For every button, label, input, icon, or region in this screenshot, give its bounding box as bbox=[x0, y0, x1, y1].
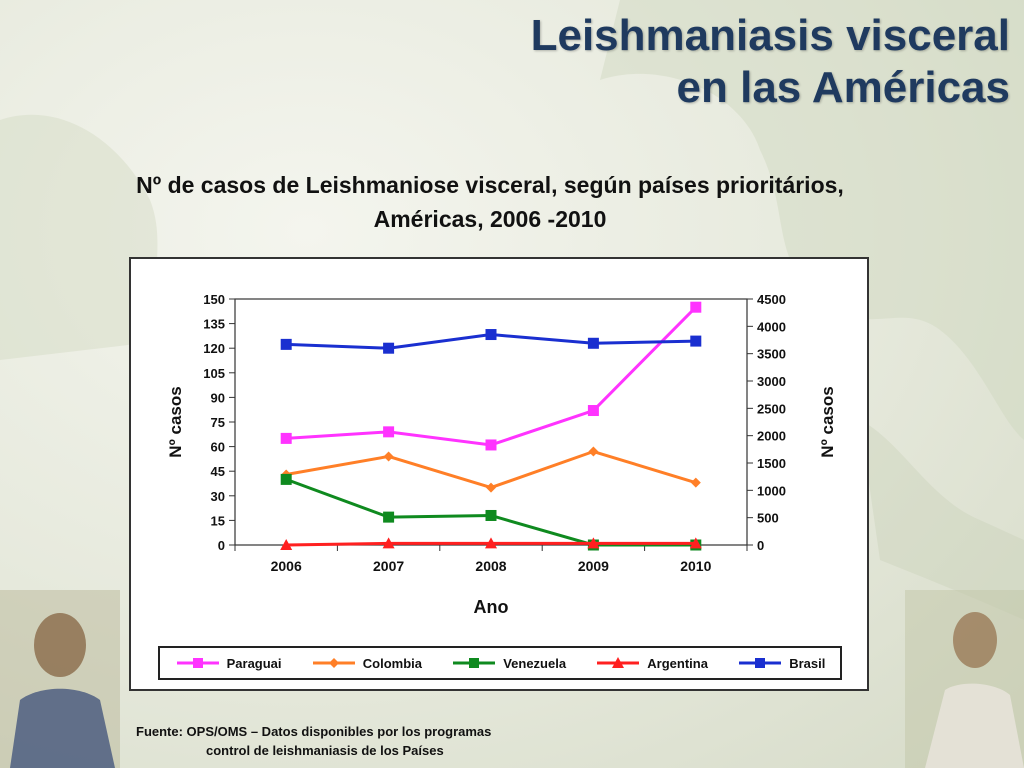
data-point-venezuela bbox=[383, 511, 395, 523]
y-right-tick-label: 3500 bbox=[757, 347, 786, 362]
legend-swatch-colombia bbox=[312, 658, 355, 668]
x-axis-title: Ano bbox=[474, 597, 509, 617]
y-right-axis-title: Nº casos bbox=[818, 386, 837, 457]
y-right-tick-label: 4500 bbox=[757, 292, 786, 307]
child-photo-left bbox=[0, 590, 120, 768]
legend-label-venezuela: Venezuela bbox=[503, 655, 567, 671]
y-right-tick-label: 4000 bbox=[757, 319, 786, 334]
y-left-tick-label: 0 bbox=[218, 538, 225, 553]
y-right-tick-label: 1000 bbox=[757, 483, 786, 498]
data-point-colombia bbox=[690, 477, 701, 488]
slide-title: Leishmaniasis visceral en las Américas bbox=[531, 10, 1010, 114]
slide-title-line2: en las Américas bbox=[676, 63, 1010, 112]
data-point-brasil bbox=[485, 329, 497, 341]
data-point-argentina bbox=[382, 537, 395, 549]
y-left-tick-label: 30 bbox=[211, 489, 225, 504]
y-right-tick-label: 1500 bbox=[757, 456, 786, 471]
chart-legend: Paraguai Colombia Venezuela Argentina Brasil bbox=[158, 646, 842, 680]
y-left-tick-label: 120 bbox=[203, 341, 225, 356]
y-left-tick-label: 105 bbox=[203, 366, 225, 381]
data-point-argentina bbox=[689, 537, 702, 549]
y-left-tick-label: 90 bbox=[211, 390, 225, 405]
y-left-tick-label: 45 bbox=[211, 464, 225, 479]
x-tick-label: 2009 bbox=[578, 558, 609, 574]
source-line1: Fuente: OPS/OMS – Datos disponibles por … bbox=[136, 724, 492, 739]
chart-heading: Nº de casos de Leishmaniose visceral, se… bbox=[20, 168, 960, 236]
data-point-paraguai bbox=[587, 405, 599, 417]
x-tick-label: 2006 bbox=[271, 558, 302, 574]
series-line-paraguai bbox=[286, 306, 697, 447]
x-tick-label: 2007 bbox=[373, 558, 404, 574]
data-point-paraguai bbox=[485, 439, 497, 451]
data-point-argentina bbox=[587, 537, 600, 549]
x-tick-label: 2010 bbox=[680, 558, 711, 574]
legend-label-argentina: Argentina bbox=[647, 655, 708, 671]
data-point-brasil bbox=[690, 335, 702, 347]
legend-item-brasil: Brasil bbox=[737, 656, 825, 671]
y-left-axis-title: Nº casos bbox=[166, 386, 185, 457]
y-left-tick-label: 150 bbox=[203, 292, 225, 307]
legend-label-colombia: Colombia bbox=[362, 655, 422, 671]
data-point-brasil bbox=[383, 342, 395, 354]
data-point-argentina bbox=[280, 539, 293, 550]
data-point-brasil bbox=[280, 338, 292, 350]
slide-title-line1: Leishmaniasis visceral bbox=[530, 11, 1010, 60]
chart-heading-line2: Américas, 2006 -2010 bbox=[373, 206, 607, 232]
chart-frame: 0 15 30 45 60 75 90 105 120 135 150 0 500 1000 1500 200… bbox=[129, 257, 869, 691]
data-point-colombia bbox=[486, 482, 496, 493]
data-point-colombia bbox=[588, 446, 599, 457]
series-line-colombia bbox=[285, 449, 697, 490]
y-right-tick-label: 2500 bbox=[757, 401, 786, 416]
data-point-venezuela bbox=[280, 473, 292, 485]
data-point-colombia bbox=[383, 451, 394, 462]
y-right-tick-label: 500 bbox=[757, 511, 779, 526]
data-point-argentina bbox=[485, 537, 497, 549]
y-right-tick-label: 2000 bbox=[757, 429, 786, 444]
source-line2: control de leishmaniasis de los Países bbox=[206, 743, 444, 758]
data-point-paraguai bbox=[690, 301, 702, 313]
child-photo-right bbox=[905, 590, 1024, 768]
y-left-tick-label: 75 bbox=[211, 415, 225, 430]
y-right-tick-label: 0 bbox=[757, 538, 764, 553]
legend-swatch-venezuela bbox=[453, 658, 496, 668]
x-tick-label: 2008 bbox=[475, 558, 506, 574]
y-right-tick-label: 3000 bbox=[757, 374, 786, 389]
legend-label-brasil: Brasil bbox=[789, 655, 826, 671]
y-left-tick-label: 15 bbox=[211, 513, 225, 528]
data-point-venezuela bbox=[485, 509, 497, 521]
y-left-tick-label: 135 bbox=[203, 317, 225, 332]
legend-label-paraguai: Paraguai bbox=[226, 655, 282, 671]
legend-item-argentina: Argentina bbox=[595, 656, 708, 671]
legend-swatch-brasil bbox=[739, 658, 782, 668]
line-chart: 0153045607590105120135150050010001500200… bbox=[166, 292, 837, 617]
legend-swatch-argentina bbox=[597, 657, 640, 668]
data-point-paraguai bbox=[280, 432, 292, 444]
legend-item-paraguai: Paraguai bbox=[175, 656, 282, 671]
y-left-tick-label: 60 bbox=[211, 440, 225, 455]
legend-item-colombia: Colombia bbox=[311, 656, 422, 671]
data-point-paraguai bbox=[383, 426, 395, 438]
chart-heading-line1: Nº de casos de Leishmaniose visceral, se… bbox=[136, 172, 844, 198]
legend-item-venezuela: Venezuela bbox=[451, 656, 566, 671]
source-note: Fuente: OPS/OMS – Datos disponibles por … bbox=[136, 722, 491, 760]
legend-swatch-paraguai bbox=[176, 658, 219, 668]
data-point-brasil bbox=[587, 337, 599, 349]
